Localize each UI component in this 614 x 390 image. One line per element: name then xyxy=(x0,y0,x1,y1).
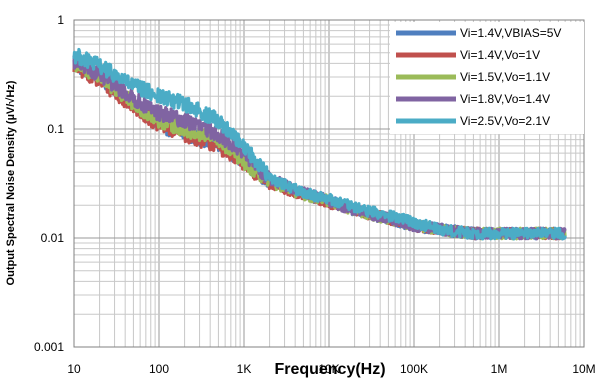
series-group xyxy=(72,47,567,241)
legend-label: Vi=1.4V,Vo=1V xyxy=(460,48,540,62)
x-tick-label: 100K xyxy=(400,362,428,376)
series-line xyxy=(72,47,567,241)
x-tick-label: 1M xyxy=(491,362,508,376)
legend: Vi=1.4V,VBIAS=5V Vi=1.4V,Vo=1V Vi=1.5V,Vo=… xyxy=(390,22,584,134)
x-axis-title: Frequency(Hz) xyxy=(274,361,385,378)
x-tick-label: 1K xyxy=(237,362,252,376)
x-tick-label: 100 xyxy=(149,362,169,376)
y-tick-label: 0.001 xyxy=(34,340,64,354)
y-tick-label: 0.01 xyxy=(41,231,65,245)
tick-labels: 10 100 1K 10K 100K 1M 10M 0.001 0.01 0.1 1 xyxy=(34,13,596,376)
y-tick-label: 1 xyxy=(57,13,64,27)
plot-area-frame xyxy=(73,19,585,348)
y-tick-label: 0.1 xyxy=(47,122,64,136)
x-tick-label: 10 xyxy=(67,362,81,376)
y-axis-title: Output Spectral Noise Density (µV/√Hz) xyxy=(5,80,17,285)
legend-label: Vi=1.5V,Vo=1.1V xyxy=(460,70,550,84)
x-tick-label: 10K xyxy=(318,362,339,376)
x-tick-label: 10M xyxy=(572,362,595,376)
legend-label: Vi=2.5V,Vo=2.1V xyxy=(460,114,550,128)
legend-label: Vi=1.4V,VBIAS=5V xyxy=(460,26,561,40)
legend-label: Vi=1.8V,Vo=1.4V xyxy=(460,92,550,106)
